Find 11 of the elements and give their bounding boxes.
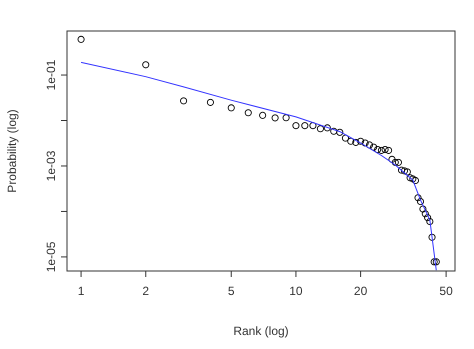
x-tick-label: 5 (228, 284, 235, 298)
x-tick-label: 10 (289, 284, 303, 298)
y-tick-label: 1e-03 (44, 150, 58, 182)
x-tick-label: 20 (354, 284, 368, 298)
x-axis-title: Rank (log) (233, 324, 289, 338)
x-tick-label: 2 (142, 284, 150, 298)
y-tick-label: 1e-05 (44, 241, 58, 272)
y-axis-title: Probability (log) (5, 109, 19, 193)
x-tick-label: 1 (78, 284, 85, 298)
x-tick-label: 50 (439, 284, 454, 298)
y-tick-label: 1e-01 (44, 59, 58, 90)
